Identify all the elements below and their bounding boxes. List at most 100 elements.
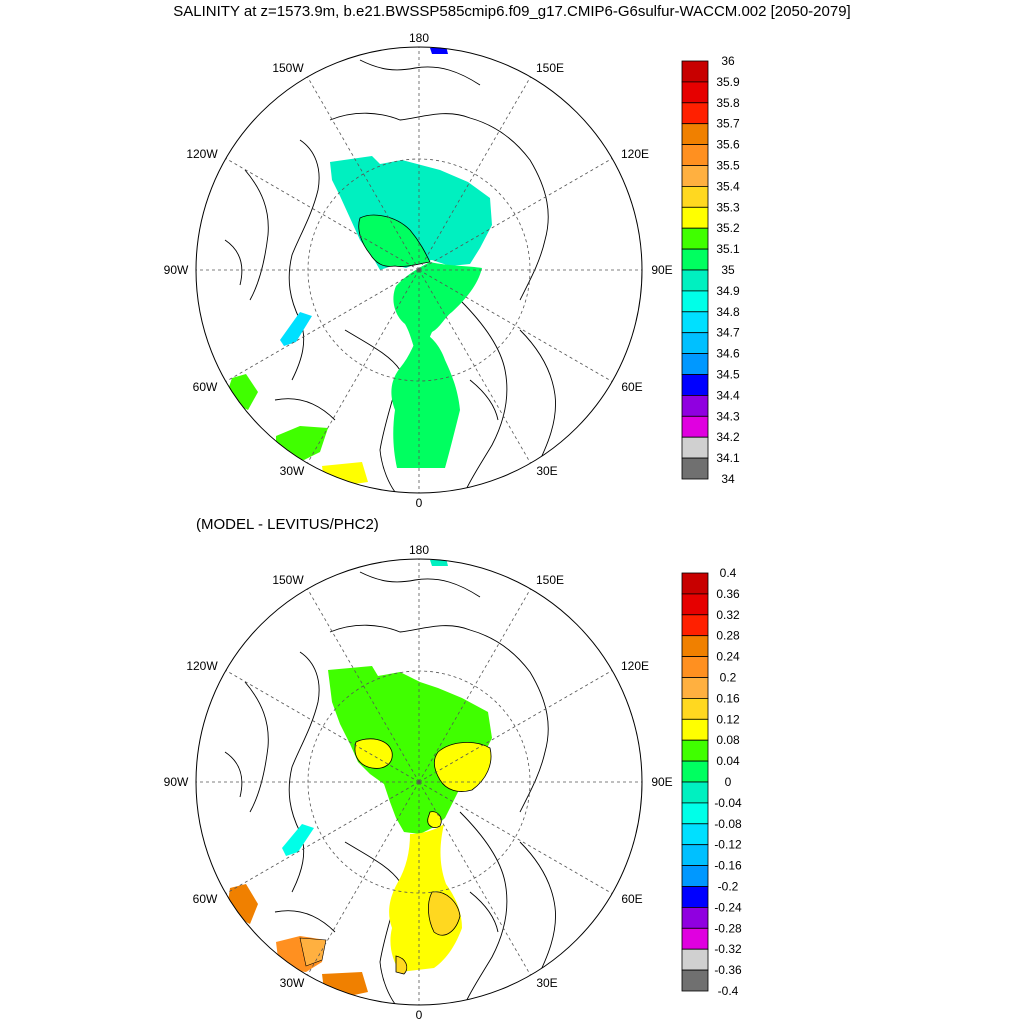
colorbar-swatch [681,394,709,417]
colorbar-swatch [681,290,709,313]
graticule [196,559,642,1005]
meridian-label-90e: 90E [651,775,672,789]
meridian-label-90w: 90W [164,775,189,789]
colorbar-label: 0.24 [716,650,740,664]
meridian-label-0: 0 [416,1008,423,1022]
colorbar-label: -0.2 [718,880,739,894]
difference-map: 180 150E 120E 90E 60E 30E 0 30W 60W 90W … [164,543,742,1022]
colorbar-label: 34.9 [716,284,740,298]
colorbar-label: 35.2 [716,221,740,235]
colorbar-label: 35.4 [716,179,740,193]
colorbar-swatch [681,436,709,459]
colorbar-swatch [681,457,709,480]
meridian-label-30w: 30W [280,976,305,990]
meridian-label-60e: 60E [621,380,642,394]
meridian-label-0: 0 [416,496,423,510]
meridian-label-90w: 90W [164,263,189,277]
colorbar-swatch [681,415,709,438]
colorbar-label: 0.4 [720,566,737,580]
colorbar-label: -0.4 [718,984,739,998]
meridian-label-30w: 30W [280,464,305,478]
colorbar-swatch [681,123,709,145]
colorbar-swatch [681,165,709,187]
meridian-label-30e: 30E [536,464,557,478]
difference-subtitle: (MODEL - LEVITUS/PHC2) [196,516,379,533]
colorbar-swatch [681,969,709,992]
colorbar-swatch [681,844,709,867]
colorbar-label: 34.6 [716,347,740,361]
colorbar-label: 35.9 [716,75,740,89]
colorbar-swatch [681,677,709,699]
colorbar-swatch [681,593,709,616]
meridian-label-60w: 60W [193,892,218,906]
meridian-label-60e: 60E [621,892,642,906]
colorbar-swatch [681,802,709,825]
colorbar-label: 35.6 [716,138,740,152]
colorbar-label: -0.04 [714,796,742,810]
colorbar-label: 0.16 [716,691,740,705]
salinity-colorbar: 36 35.9 35.8 35.7 35.6 35.5 35.4 35.3 35.2 35.1 35… [681,54,740,486]
colorbar-label: 0.04 [716,754,740,768]
colorbar-swatch [681,886,709,908]
colorbar-swatch [681,185,709,208]
plot-title: SALINITY at z=1573.9m, b.e21.BWSSP585cmi… [173,3,851,20]
colorbar-swatch [681,81,709,104]
colorbar-swatch [681,332,709,355]
colorbar-label: 34.7 [716,326,740,340]
meridian-labels: 180 150E 120E 90E 60E 30E 0 30W 60W 90W … [164,31,673,510]
colorbar-label: -0.16 [714,859,742,873]
colorbar-swatch [681,269,709,292]
meridian-label-180: 180 [409,31,429,45]
meridian-labels: 180 150E 120E 90E 60E 30E 0 30W 60W 90W … [164,543,673,1022]
meridian-label-180: 180 [409,543,429,557]
colorbar-label: 0.08 [716,733,740,747]
meridian-label-120e: 120E [621,147,649,161]
meridian-label-90e: 90E [651,263,672,277]
colorbar-label: -0.32 [714,942,742,956]
colorbar-label: 0.36 [716,587,740,601]
colorbar-swatch [681,927,709,950]
colorbar-label: 0.2 [720,671,737,685]
meridian-label-60w: 60W [193,380,218,394]
colorbar-label: -0.28 [714,921,742,935]
colorbar-swatch [681,718,709,741]
colorbar-label: 35.8 [716,96,740,110]
colorbar-swatch [681,311,709,334]
colorbar-swatch [681,248,709,271]
colorbar-swatch [681,353,709,375]
colorbar-label: 36 [721,54,735,68]
salinity-fields [224,47,556,493]
colorbar-swatch [681,739,709,762]
colorbar-label: -0.24 [714,900,742,914]
difference-colorbar: 0.4 0.36 0.32 0.28 0.24 0.2 0.16 0.12 0.08 0.04 0 -… [681,566,742,998]
meridian-label-150w: 150W [272,573,304,587]
colorbar-label: 34.2 [716,430,740,444]
graticule [196,47,642,493]
colorbar-swatch [681,781,709,804]
colorbar-swatch [681,760,709,783]
colorbar-label: 34 [721,472,735,486]
colorbar-label: 0.32 [716,608,740,622]
difference-fields [224,559,556,1005]
colorbar-label: 34.4 [716,388,740,402]
colorbar-swatch [681,823,709,846]
salinity-panel: 180 150E 120E 90E 60E 30E 0 30W 60W 90W … [164,31,740,510]
meridian-label-30e: 30E [536,976,557,990]
colorbar-label: 35.7 [716,117,740,131]
meridian-label-120e: 120E [621,659,649,673]
colorbar-swatch [681,60,709,83]
colorbar-swatch [681,865,709,887]
colorbar-swatch [681,144,709,166]
meridian-label-120w: 120W [186,659,218,673]
colorbar-swatch [681,635,709,657]
colorbar-label: 34.5 [716,368,740,382]
colorbar-label: 34.8 [716,305,740,319]
meridian-label-120w: 120W [186,147,218,161]
meridian-label-150w: 150W [272,61,304,75]
colorbar-swatch [681,697,709,720]
colorbar-label: 0 [725,775,732,789]
colorbar-label: 35.3 [716,200,740,214]
meridian-label-150e: 150E [536,573,564,587]
meridian-label-150e: 150E [536,61,564,75]
colorbar-swatch [681,906,709,929]
